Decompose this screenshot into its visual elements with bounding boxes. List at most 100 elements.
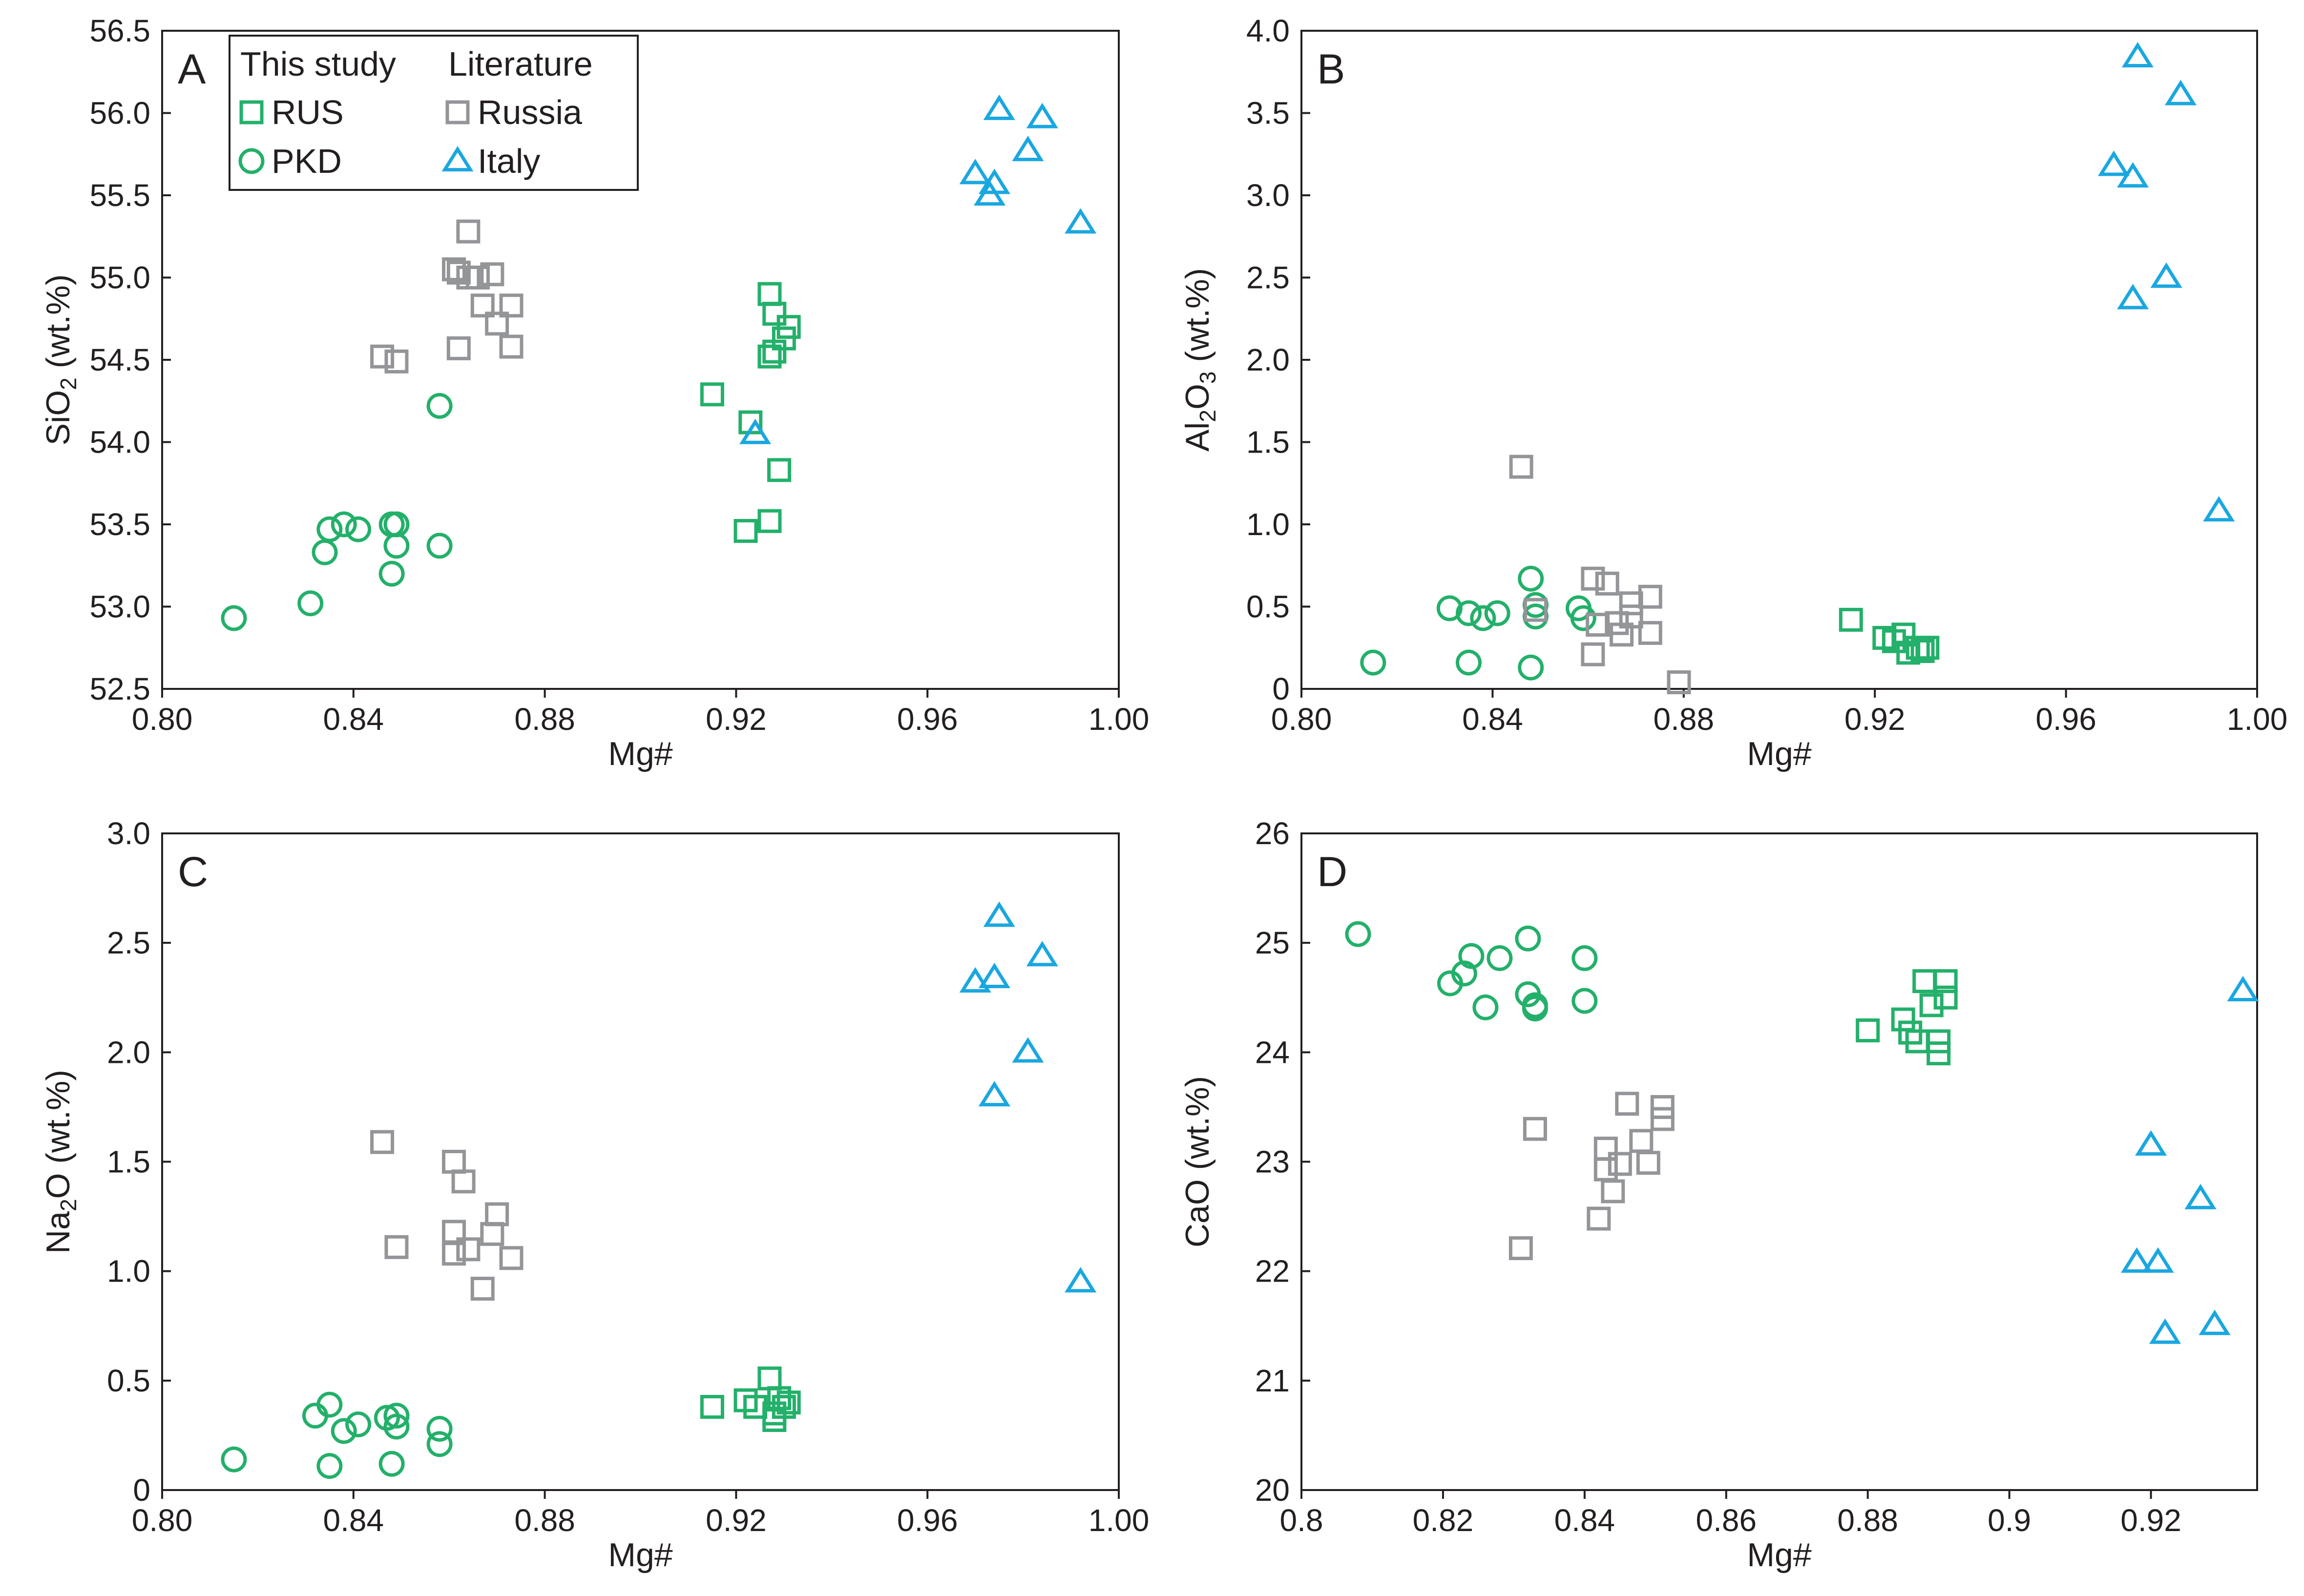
- data-point-pkd: [331, 1418, 357, 1444]
- x-tick-label: 0.88: [1837, 1503, 1898, 1538]
- y-axis-label: Na2O (wt.%): [40, 1070, 81, 1254]
- data-point-russia: [384, 1235, 409, 1259]
- y-tick-label: 23: [1255, 1144, 1290, 1180]
- x-tick-label: 0.84: [1462, 702, 1523, 737]
- legend: This study Literature RUS PKD Russia Italy: [229, 35, 639, 191]
- data-point-rus: [1891, 1007, 1915, 1032]
- data-point-pkd: [1458, 943, 1485, 969]
- data-point-italy: [983, 901, 1015, 927]
- chart-panel-d: 0.8 0.82 0.84 0.86 0.88 0.9 0.92 20 21 22 23 24 25 26…: [1179, 816, 2259, 1574]
- data-point-italy: [1012, 136, 1044, 162]
- data-point-rus: [1891, 622, 1916, 647]
- x-tick-label: 0.80: [1271, 702, 1332, 737]
- data-point-rus: [1919, 993, 1944, 1017]
- legend-marker-italy: [441, 146, 474, 172]
- data-point-pkd: [345, 1411, 372, 1437]
- y-tick-label: 0.5: [1246, 589, 1290, 624]
- data-point-russia: [480, 262, 504, 287]
- data-point-italy: [2199, 1309, 2231, 1335]
- y-tick-label: 55.5: [89, 178, 150, 213]
- data-point-pkd: [383, 1403, 410, 1429]
- data-point-russia: [1629, 1129, 1654, 1153]
- data-point-rus: [762, 1408, 787, 1432]
- data-point-russia: [370, 1130, 395, 1154]
- data-point-pkd: [1360, 649, 1386, 676]
- data-point-italy: [2117, 162, 2149, 188]
- data-point-russia: [1667, 670, 1691, 695]
- data-point-pkd: [1470, 605, 1496, 631]
- data-point-russia: [1587, 1206, 1611, 1231]
- data-point-pkd: [383, 533, 410, 559]
- data-point-russia: [499, 293, 524, 318]
- x-tick-label: 0.92: [1844, 702, 1906, 737]
- data-point-pkd: [426, 393, 453, 419]
- data-point-pkd: [1571, 988, 1598, 1014]
- x-tick-label: 0.88: [1654, 702, 1715, 737]
- data-point-italy: [959, 159, 991, 185]
- y-tick-label: 0: [1272, 671, 1290, 706]
- series-russia: [370, 219, 524, 373]
- data-point-pkd: [426, 1431, 453, 1457]
- x-axis-label: Mg#: [608, 735, 672, 772]
- legend-label-pkd: PKD: [272, 142, 342, 180]
- data-point-pkd: [297, 590, 324, 617]
- series-russia: [1508, 1092, 1675, 1261]
- data-point-pkd: [1345, 921, 1371, 947]
- x-axis-label: Mg#: [608, 1536, 672, 1574]
- data-point-russia: [1523, 1117, 1547, 1141]
- data-point-russia: [384, 349, 409, 373]
- data-point-italy: [978, 1081, 1010, 1107]
- data-point-russia: [499, 334, 524, 359]
- y-tick-label: 3.0: [1246, 178, 1290, 213]
- y-tick-label: 21: [1255, 1363, 1290, 1398]
- series-italy: [2120, 975, 2259, 1344]
- data-point-italy: [2184, 1183, 2217, 1209]
- x-tick-label: 0.88: [514, 702, 575, 737]
- data-point-italy: [2142, 1247, 2174, 1273]
- data-point-pkd: [345, 516, 372, 542]
- y-tick-label: 0.5: [107, 1363, 150, 1398]
- data-point-pkd: [426, 1415, 453, 1442]
- data-point-russia: [1581, 566, 1605, 591]
- y-axis-label: SiO2 (wt.%): [40, 274, 81, 446]
- series-rus: [1839, 607, 1940, 665]
- data-point-italy: [2097, 150, 2130, 176]
- data-point-rus: [1927, 1041, 1951, 1066]
- x-tick-label: 0.82: [1413, 1503, 1474, 1538]
- data-point-italy: [2203, 496, 2235, 522]
- data-point-pkd: [1487, 945, 1513, 972]
- legend-marker-russia: [445, 100, 470, 124]
- chart-panel-b: 0.80 0.84 0.88 0.92 0.96 1.00 0 0.5 1.0 1.5 2.0 2.5…: [1179, 13, 2287, 772]
- legend-header-literature: Literature: [448, 45, 593, 83]
- y-tick-label: 1.5: [1246, 425, 1290, 460]
- data-point-pkd: [316, 1453, 343, 1479]
- data-point-pkd: [383, 1413, 410, 1440]
- x-tick-label: 0.86: [1696, 1503, 1757, 1538]
- data-point-russia: [1608, 1152, 1632, 1176]
- y-tick-label: 1.5: [107, 1144, 150, 1180]
- data-point-italy: [2135, 1130, 2167, 1156]
- data-point-rus: [776, 1390, 801, 1415]
- data-point-pkd: [221, 605, 247, 631]
- x-tick-label: 0.80: [132, 1503, 193, 1538]
- x-tick-label: 1.00: [2227, 702, 2288, 737]
- data-point-russia: [499, 1246, 524, 1270]
- data-point-rus: [762, 302, 787, 326]
- y-tick-label: 1.0: [107, 1254, 150, 1289]
- x-tick-label: 0.96: [897, 702, 958, 737]
- series-pkd: [221, 1391, 453, 1479]
- data-point-italy: [973, 180, 1006, 206]
- panel-letter: C: [178, 849, 208, 895]
- data-point-pkd: [426, 533, 453, 559]
- series-rus: [700, 1366, 801, 1432]
- series-rus: [1856, 969, 1958, 1066]
- data-point-pkd: [378, 1451, 405, 1477]
- y-axis-label: CaO (wt.%): [1179, 1076, 1216, 1247]
- legend-label-russia: Russia: [478, 93, 582, 131]
- data-point-russia: [451, 1169, 476, 1194]
- data-point-russia: [480, 1222, 504, 1246]
- series-russia: [1509, 455, 1691, 695]
- data-point-italy: [1026, 103, 1058, 128]
- data-point-rus: [757, 344, 782, 369]
